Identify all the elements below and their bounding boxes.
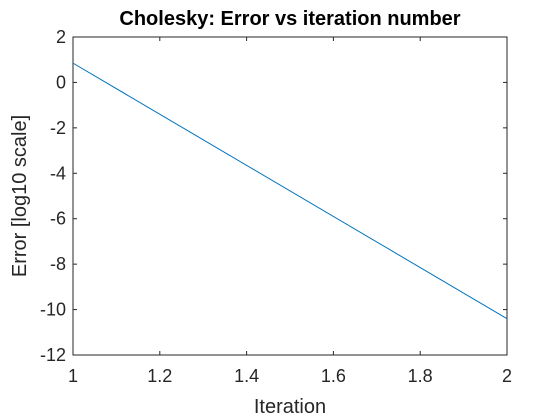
x-axis-ticks: 1 1.2 1.4 1.6 1.8 2 xyxy=(68,37,512,386)
x-tick-label: 1 xyxy=(68,366,78,386)
chart-title: Cholesky: Error vs iteration number xyxy=(119,8,460,30)
y-tick-label: -2 xyxy=(50,118,66,138)
y-axis-label: Error [log10 scale] xyxy=(9,115,31,277)
plot-area-box xyxy=(72,36,508,356)
x-axis-label: Iteration xyxy=(254,396,326,418)
y-tick-label: -8 xyxy=(50,254,66,274)
y-tick-label: -6 xyxy=(50,209,66,229)
y-tick-label: -12 xyxy=(40,345,66,365)
x-tick-label: 1.2 xyxy=(147,366,172,386)
x-tick-label: 2 xyxy=(502,366,512,386)
y-axis-ticks: 2 0 -2 -4 -6 -8 -10 -12 xyxy=(40,27,507,365)
x-tick-label: 1.4 xyxy=(234,366,259,386)
y-tick-label: -4 xyxy=(50,163,66,183)
series-line xyxy=(72,62,508,320)
x-tick-label: 1.6 xyxy=(321,366,346,386)
y-tick-label: 0 xyxy=(56,72,66,92)
y-tick-label: -10 xyxy=(40,300,66,320)
x-tick-label: 1.8 xyxy=(408,366,433,386)
series-layer xyxy=(72,62,508,320)
y-tick-label: 2 xyxy=(56,27,66,47)
